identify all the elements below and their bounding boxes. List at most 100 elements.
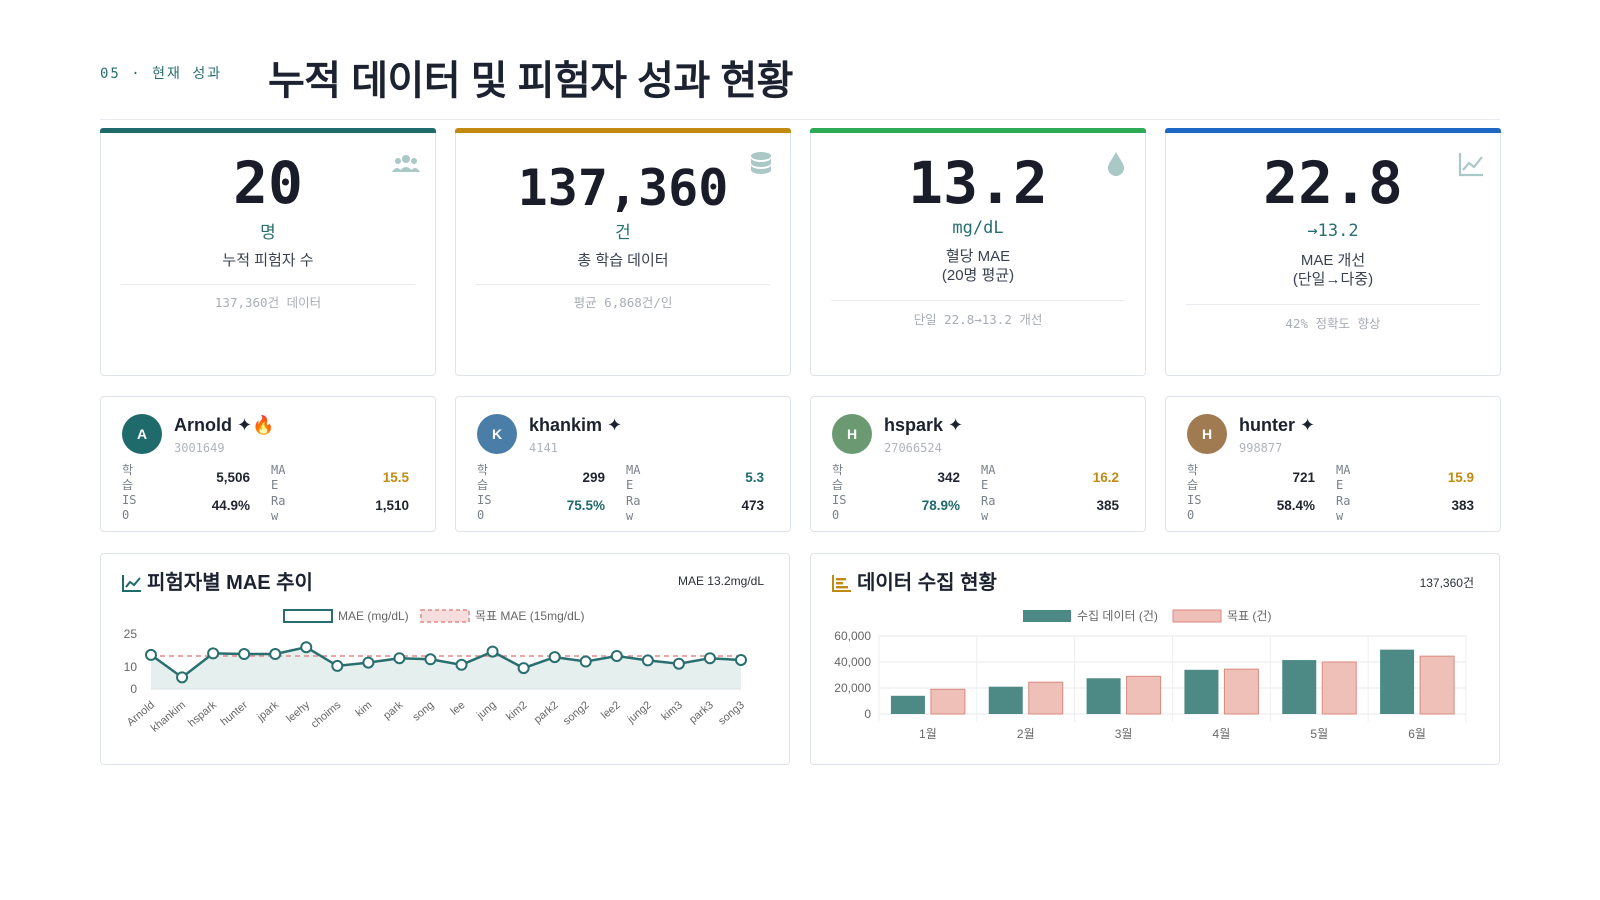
x-tick-label: 5월 (1310, 727, 1328, 741)
avatar: A (122, 414, 162, 454)
kpi-unit: 건 (615, 223, 631, 243)
x-tick-label: 6월 (1408, 727, 1426, 741)
kpi-divider (476, 284, 770, 285)
page-header: 05 · 현재 성과 누적 데이터 및 피험자 성과 현황 (100, 48, 1600, 118)
panel-title: 데이터 수집 현황 (857, 572, 997, 594)
data-point (641, 654, 654, 667)
mae-value: 15.5 (382, 470, 409, 485)
kpi-divider (121, 284, 415, 285)
iso-label: IS0 (832, 493, 847, 522)
header-divider (100, 119, 1500, 120)
subject-card[interactable]: K khankim ✦ 4141 학습 IS0 MAE Raw 299 75.5… (455, 396, 791, 532)
bar-collected (1380, 649, 1415, 714)
data-point (672, 657, 685, 670)
data-point (735, 653, 747, 666)
x-tick-label: song (410, 699, 436, 724)
x-tick-label: park2 (532, 699, 561, 726)
y-tick-label: 25 (124, 627, 138, 641)
data-point (145, 648, 157, 661)
kpi-label: 혈당 MAE (20명 평균) (941, 248, 1015, 284)
bar-collected (890, 695, 925, 714)
x-tick-label: jung2 (625, 699, 654, 726)
data-point (424, 653, 437, 666)
x-tick-label: park3 (687, 699, 716, 726)
y-tick-label: 20,000 (834, 681, 871, 695)
bar-target (1028, 681, 1064, 715)
learn-value: 5,506 (216, 470, 250, 485)
users-icon (392, 155, 420, 172)
mae-label: MAE (981, 463, 996, 492)
kpi-value: 22.8 (1263, 149, 1403, 217)
iso-label: IS0 (477, 493, 492, 522)
raw-label: Raw (1336, 494, 1351, 523)
iso-label: IS0 (1187, 493, 1202, 522)
bar-collected (1184, 669, 1219, 714)
x-tick-label: 2월 (1017, 727, 1035, 741)
legend-swatch-collected (1023, 610, 1071, 622)
x-tick-label: song3 (716, 699, 747, 727)
kpi-unit: 명 (260, 223, 276, 243)
kpi-label: 총 학습 데이터 (577, 252, 669, 269)
x-tick-label: kim3 (659, 699, 685, 723)
subject-name: khankim ✦ (529, 415, 623, 435)
data-point (269, 648, 282, 661)
mae-label: MAE (626, 463, 641, 492)
bar-target (1126, 675, 1162, 715)
chart-line-icon (1458, 153, 1483, 177)
learn-label: 학습 (832, 463, 844, 492)
x-tick-label: kim2 (504, 699, 530, 723)
x-tick-label: song2 (561, 699, 592, 727)
data-point (579, 655, 592, 668)
learn-value: 721 (1292, 470, 1315, 485)
data-point (238, 648, 251, 661)
kpi-accent-bar (810, 128, 1146, 133)
learn-label: 학습 (1187, 463, 1199, 492)
subject-id: 4141 (529, 441, 558, 455)
data-point (331, 659, 344, 672)
iso-label: IS0 (122, 493, 137, 522)
subject-card[interactable]: A Arnold ✦🔥 3001649 학습 IS0 MAE Raw 5,506… (100, 396, 436, 532)
kpi-footnote: 평균 6,868건/인 (573, 295, 673, 310)
learn-label: 학습 (122, 463, 134, 492)
learn-label: 학습 (477, 463, 489, 492)
bar-target (1223, 668, 1259, 715)
iso-value: 78.9% (921, 498, 960, 513)
iso-value: 58.4% (1276, 498, 1315, 513)
raw-label: Raw (626, 494, 641, 523)
subject-card[interactable]: H hspark ✦ 27066524 학습 IS0 MAE Raw 342 7… (810, 396, 1146, 532)
subject-card[interactable]: H hunter ✦ 998877 학습 IS0 MAE Raw 721 58.… (1165, 396, 1501, 532)
y-tick-label: 0 (864, 707, 871, 721)
kpi-label: MAE 개선 (단일→다중) (1292, 252, 1374, 288)
mae-value: 16.2 (1092, 470, 1119, 485)
x-tick-label: choims (309, 699, 344, 731)
mae-area (151, 647, 741, 689)
droplet-icon (1108, 152, 1124, 176)
data-point (548, 651, 561, 664)
raw-value: 385 (1096, 498, 1119, 513)
data-point (455, 658, 468, 671)
avatar: H (832, 414, 872, 454)
kpi-accent-bar (455, 128, 791, 133)
x-tick-label: khankim (149, 699, 188, 735)
y-tick-label: 0 (130, 682, 137, 696)
collection-bar-chart: 수집 데이터 (건) 목표 (건) 60,000 40,000 20,000 0 1월 2월 3… (834, 609, 1467, 741)
iso-value: 44.9% (211, 498, 250, 513)
kpi-footnote: 42% 정확도 향상 (1285, 316, 1381, 331)
kpi-label: 누적 피험자 수 (222, 252, 314, 269)
bar-target (1419, 655, 1455, 715)
data-point (610, 650, 623, 662)
y-tick-label: 40,000 (834, 655, 871, 669)
legend-label-target: 목표 MAE (15mg/dL) (475, 609, 584, 623)
kpi-accent-bar (100, 128, 436, 133)
x-tick-label: jung (474, 699, 498, 722)
data-point (176, 671, 189, 684)
kpi-value: 137,360 (517, 159, 729, 217)
mae-line-chart: MAE (mg/dL) 목표 MAE (15mg/dL)25100Arnoldkh… (124, 609, 747, 735)
bar-collected (1282, 660, 1317, 714)
kpi-value: 13.2 (908, 149, 1048, 217)
subject-name: Arnold ✦🔥 (174, 415, 275, 435)
kpi-card-mae: 13.2 mg/dL 혈당 MAE (20명 평균) 단일 22.8→13.2 … (810, 128, 1146, 376)
learn-value: 342 (937, 470, 960, 485)
bar-target (930, 688, 966, 715)
subject-name: hunter ✦ (1239, 415, 1316, 435)
